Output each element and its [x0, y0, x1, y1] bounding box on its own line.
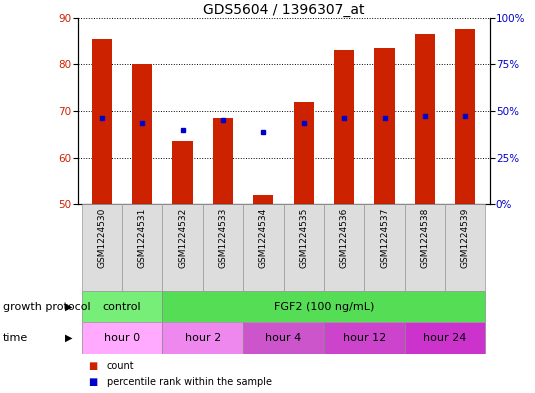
Bar — [163, 322, 243, 354]
Text: GSM1224535: GSM1224535 — [299, 208, 308, 268]
Text: GSM1224537: GSM1224537 — [380, 208, 389, 268]
Bar — [163, 204, 203, 291]
Bar — [284, 204, 324, 291]
Title: GDS5604 / 1396307_at: GDS5604 / 1396307_at — [203, 3, 364, 17]
Bar — [374, 48, 395, 204]
Text: hour 2: hour 2 — [185, 333, 221, 343]
Bar — [334, 50, 354, 204]
Text: hour 24: hour 24 — [423, 333, 467, 343]
Bar — [404, 322, 485, 354]
Bar — [132, 64, 152, 204]
Bar — [253, 195, 273, 204]
Bar — [455, 29, 476, 204]
Bar — [122, 204, 163, 291]
Text: GSM1224538: GSM1224538 — [421, 208, 430, 268]
Bar — [213, 118, 233, 204]
Bar — [82, 291, 163, 322]
Bar — [415, 34, 435, 204]
Text: GSM1224533: GSM1224533 — [218, 208, 227, 268]
Text: GSM1224530: GSM1224530 — [97, 208, 106, 268]
Text: GSM1224531: GSM1224531 — [137, 208, 147, 268]
Bar — [364, 204, 404, 291]
Bar — [404, 204, 445, 291]
Text: ■: ■ — [88, 377, 97, 387]
Text: growth protocol: growth protocol — [3, 301, 90, 312]
Bar — [91, 39, 112, 204]
Bar — [324, 322, 404, 354]
Text: GSM1224532: GSM1224532 — [178, 208, 187, 268]
Bar — [203, 204, 243, 291]
Bar — [163, 291, 485, 322]
Text: GSM1224539: GSM1224539 — [461, 208, 470, 268]
Bar — [82, 204, 122, 291]
Text: hour 0: hour 0 — [104, 333, 140, 343]
Text: hour 4: hour 4 — [265, 333, 302, 343]
Bar — [82, 322, 163, 354]
Text: FGF2 (100 ng/mL): FGF2 (100 ng/mL) — [274, 301, 374, 312]
Text: GSM1224534: GSM1224534 — [259, 208, 268, 268]
Bar — [172, 141, 193, 204]
Text: GSM1224536: GSM1224536 — [340, 208, 349, 268]
Text: count: count — [107, 361, 135, 371]
Bar — [243, 322, 324, 354]
Text: time: time — [3, 333, 28, 343]
Bar — [243, 204, 284, 291]
Bar — [294, 102, 314, 204]
Text: percentile rank within the sample: percentile rank within the sample — [107, 377, 272, 387]
Text: hour 12: hour 12 — [343, 333, 386, 343]
Text: ■: ■ — [88, 361, 97, 371]
Text: ▶: ▶ — [65, 301, 72, 312]
Bar — [324, 204, 364, 291]
Text: ▶: ▶ — [65, 333, 72, 343]
Text: control: control — [103, 301, 141, 312]
Bar — [445, 204, 485, 291]
